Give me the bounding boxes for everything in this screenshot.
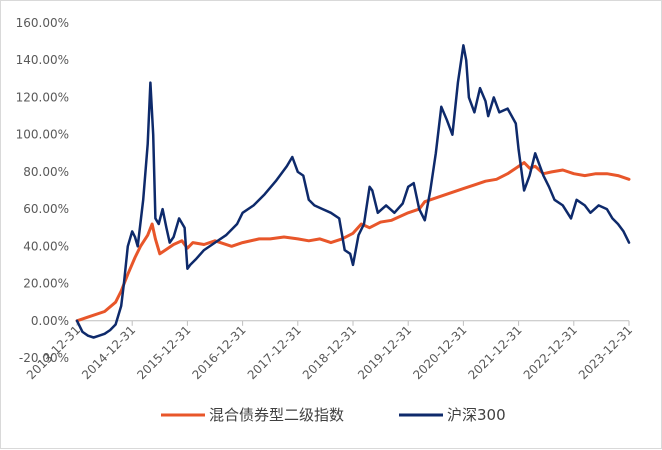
legend-label-1: 混合债券型二级指数	[209, 406, 344, 424]
y-tick-label: 40.00%	[23, 239, 69, 253]
series-layer	[75, 44, 631, 339]
series-line-1	[75, 161, 631, 323]
x-tick-label: 2022-12-31	[521, 323, 580, 382]
x-tick-label: 2015-12-31	[134, 323, 193, 382]
y-tick-label: 80.00%	[23, 165, 69, 179]
y-tick-label: 100.00%	[16, 128, 69, 142]
x-tick-label: 2018-12-31	[300, 323, 359, 382]
y-axis: 160.00% 140.00% 120.00% 100.00% 80.00% 60.00%…	[16, 16, 69, 365]
y-tick-label: 0.00%	[31, 314, 69, 328]
x-tick-label: 2021-12-31	[466, 323, 525, 382]
series-line-2	[75, 44, 631, 339]
x-tick-label: 2023-12-31	[576, 323, 635, 382]
y-tick-label: -20.00%	[19, 351, 69, 365]
y-tick-label: 20.00%	[23, 277, 69, 291]
legend: 混合债券型二级指数 沪深300	[161, 406, 506, 424]
x-tick-label: 2019-12-31	[355, 323, 414, 382]
y-tick-label: 120.00%	[16, 90, 69, 104]
x-axis: 2013-12-312014-12-312015-12-312016-12-31…	[24, 320, 635, 382]
x-tick-label: 2020-12-31	[410, 323, 469, 382]
x-tick-label: 2016-12-31	[190, 323, 249, 382]
y-tick-label: 140.00%	[16, 53, 69, 67]
y-tick-label: 160.00%	[16, 16, 69, 30]
legend-label-2: 沪深300	[447, 406, 506, 424]
y-tick-label: 60.00%	[23, 202, 69, 216]
x-tick-label: 2017-12-31	[245, 323, 304, 382]
